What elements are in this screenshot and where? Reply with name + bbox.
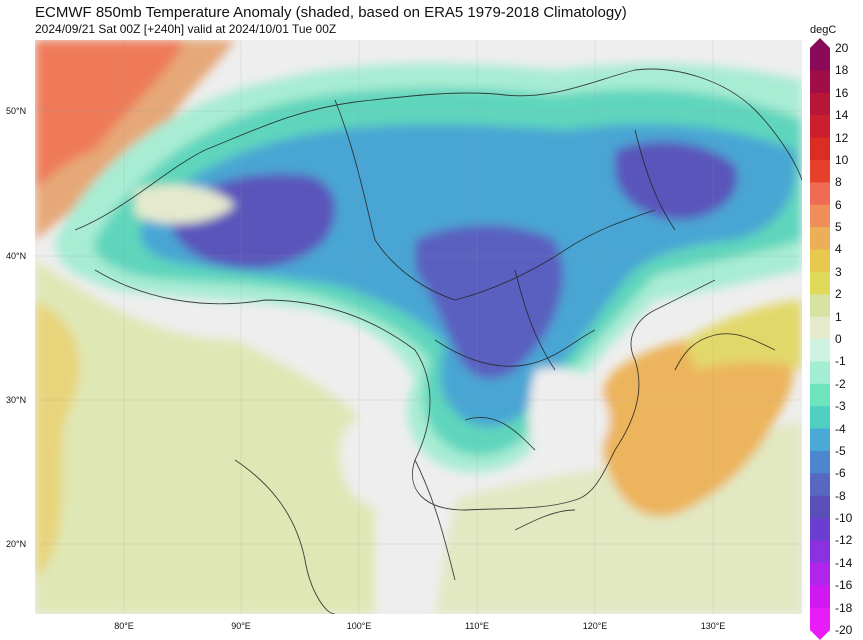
- colorbar-tick-label: 4: [835, 242, 842, 257]
- colorbar-tick-label: 6: [835, 197, 842, 212]
- colorbar-tick-label: -14: [835, 555, 853, 570]
- colorbar-band: [810, 540, 830, 564]
- chart-title: ECMWF 850mb Temperature Anomaly (shaded,…: [35, 4, 627, 21]
- colorbar-band: [810, 48, 830, 71]
- colorbar-band: [810, 473, 830, 497]
- colorbar-band: [810, 607, 830, 631]
- colorbar-tick-label: -5: [835, 443, 846, 458]
- colorbar-tick-label: 0: [835, 332, 842, 346]
- colorbar-tick-label: -16: [835, 578, 853, 593]
- colorbar-tick-label: 18: [835, 63, 849, 78]
- lon-tick-100e: 100°E: [346, 621, 372, 631]
- colorbar-tick-label: 12: [835, 130, 849, 145]
- lat-tick-50n: 50°N: [6, 106, 27, 116]
- lon-tick-80e: 80°E: [114, 621, 134, 631]
- colorbar-tick-label: 8: [835, 175, 842, 190]
- colorbar-extend-min: [810, 630, 830, 640]
- colorbar-band: [810, 518, 830, 541]
- colorbar-tick-label: 3: [835, 264, 842, 279]
- colorbar-band: [810, 227, 830, 250]
- colorbar-tick-label: 1: [835, 309, 842, 324]
- colorbar: [810, 38, 830, 640]
- colorbar-band: [810, 137, 830, 161]
- colorbar-tick-label: -6: [835, 466, 846, 481]
- colorbar-band: [810, 182, 830, 206]
- boundary-lines: [74, 68, 802, 614]
- colorbar-tick-label: -2: [835, 376, 846, 391]
- colorbar-band: [810, 562, 830, 586]
- colorbar-tick-label: -12: [835, 533, 853, 548]
- colorbar-tick-label: -20: [835, 623, 853, 637]
- lon-tick-130e: 130°E: [700, 621, 726, 631]
- chart-subtitle: 2024/09/21 Sat 00Z [+240h] valid at 2024…: [35, 22, 337, 36]
- colorbar-tick-label: 14: [835, 108, 849, 123]
- colorbar-band: [810, 70, 830, 94]
- colorbar-band: [810, 495, 830, 519]
- colorbar-tick-label: -8: [835, 488, 846, 503]
- colorbar-tick-label: 10: [835, 152, 849, 167]
- colorbar-band: [810, 294, 830, 318]
- colorbar-tick-label: 16: [835, 85, 849, 100]
- colorbar-band: [810, 249, 830, 273]
- lon-tick-110e: 110°E: [465, 621, 489, 631]
- colorbar-band: [810, 428, 830, 452]
- colorbar-band: [810, 585, 830, 609]
- colorbar-band: [810, 115, 830, 139]
- colorbar-tick-label: 5: [835, 220, 842, 235]
- anomaly-shading: [35, 40, 802, 614]
- lon-tick-90e: 90°E: [231, 621, 251, 631]
- colorbar-unit: degC: [810, 24, 837, 36]
- colorbar-tick-label: -18: [835, 600, 853, 615]
- anomaly-map: [35, 40, 802, 614]
- colorbar-tick-label: -10: [835, 511, 853, 526]
- colorbar-tick-label: -3: [835, 399, 846, 414]
- lat-tick-40n: 40°N: [6, 251, 27, 261]
- colorbar-band: [810, 406, 830, 430]
- colorbar-band: [810, 204, 830, 228]
- colorbar-extend-max: [810, 38, 830, 48]
- colorbar-tick-label: 20: [835, 41, 849, 55]
- colorbar-tick-label: -4: [835, 421, 846, 436]
- colorbar-tick-label: -1: [835, 354, 846, 369]
- colorbar-band: [810, 92, 830, 116]
- colorbar-band: [810, 450, 830, 474]
- colorbar-band: [810, 361, 830, 385]
- graticule: [35, 40, 802, 614]
- colorbar-band: [810, 159, 830, 183]
- colorbar-band: [810, 383, 830, 407]
- colorbar-tick-label: 2: [835, 287, 842, 302]
- colorbar-band: [810, 339, 830, 362]
- lon-tick-120e: 120°E: [582, 621, 608, 631]
- colorbar-band: [810, 316, 830, 340]
- colorbar-band: [810, 271, 830, 295]
- lat-tick-30n: 30°N: [6, 395, 27, 405]
- anomaly-field-svg: [35, 40, 802, 614]
- lat-tick-20n: 20°N: [6, 539, 27, 549]
